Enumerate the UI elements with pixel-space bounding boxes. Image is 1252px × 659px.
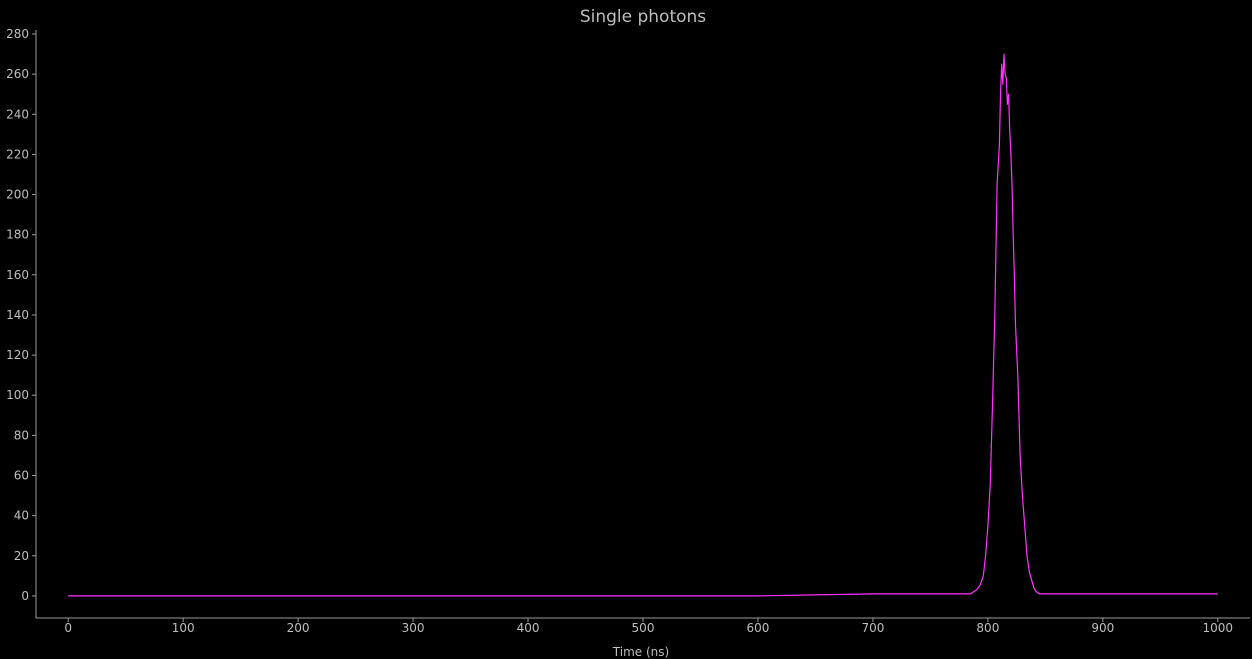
plot-area bbox=[68, 53, 1218, 597]
y-tick-label: 240 bbox=[6, 107, 29, 121]
x-axis-label: Time (ns) bbox=[612, 645, 669, 659]
x-tick-label: 900 bbox=[1091, 621, 1114, 635]
x-tick-label: 200 bbox=[287, 621, 310, 635]
x-tick-label: 300 bbox=[402, 621, 425, 635]
y-tick-label: 80 bbox=[14, 428, 29, 442]
x-tick-label: 100 bbox=[172, 621, 195, 635]
y-tick-label: 40 bbox=[14, 509, 29, 523]
chart-title: Single photons bbox=[580, 7, 706, 27]
series-line-0 bbox=[68, 53, 1218, 597]
y-tick-label: 140 bbox=[6, 308, 29, 322]
x-tick-label: 0 bbox=[64, 621, 72, 635]
y-tick-label: 260 bbox=[6, 67, 29, 81]
y-tick-label: 20 bbox=[14, 549, 29, 563]
y-tick-label: 180 bbox=[6, 228, 29, 242]
axes: 0 20 40 60 80 100 120 140 160 180 200 220 240 260 280 0… bbox=[6, 27, 1250, 635]
x-tick-label: 800 bbox=[976, 621, 999, 635]
y-tick-label: 0 bbox=[21, 589, 29, 603]
x-tick-label: 500 bbox=[632, 621, 655, 635]
y-tick-label: 120 bbox=[6, 348, 29, 362]
x-tick-label: 700 bbox=[861, 621, 884, 635]
y-tick-label: 60 bbox=[14, 469, 29, 483]
y-tick-label: 220 bbox=[6, 147, 29, 161]
y-tick-label: 280 bbox=[6, 27, 29, 41]
y-tick-label: 200 bbox=[6, 188, 29, 202]
x-tick-label: 600 bbox=[747, 621, 770, 635]
y-tick-label: 160 bbox=[6, 268, 29, 282]
y-tick-label: 100 bbox=[6, 388, 29, 402]
x-tick-label: 1000 bbox=[1203, 621, 1234, 635]
x-tick-label: 400 bbox=[517, 621, 540, 635]
